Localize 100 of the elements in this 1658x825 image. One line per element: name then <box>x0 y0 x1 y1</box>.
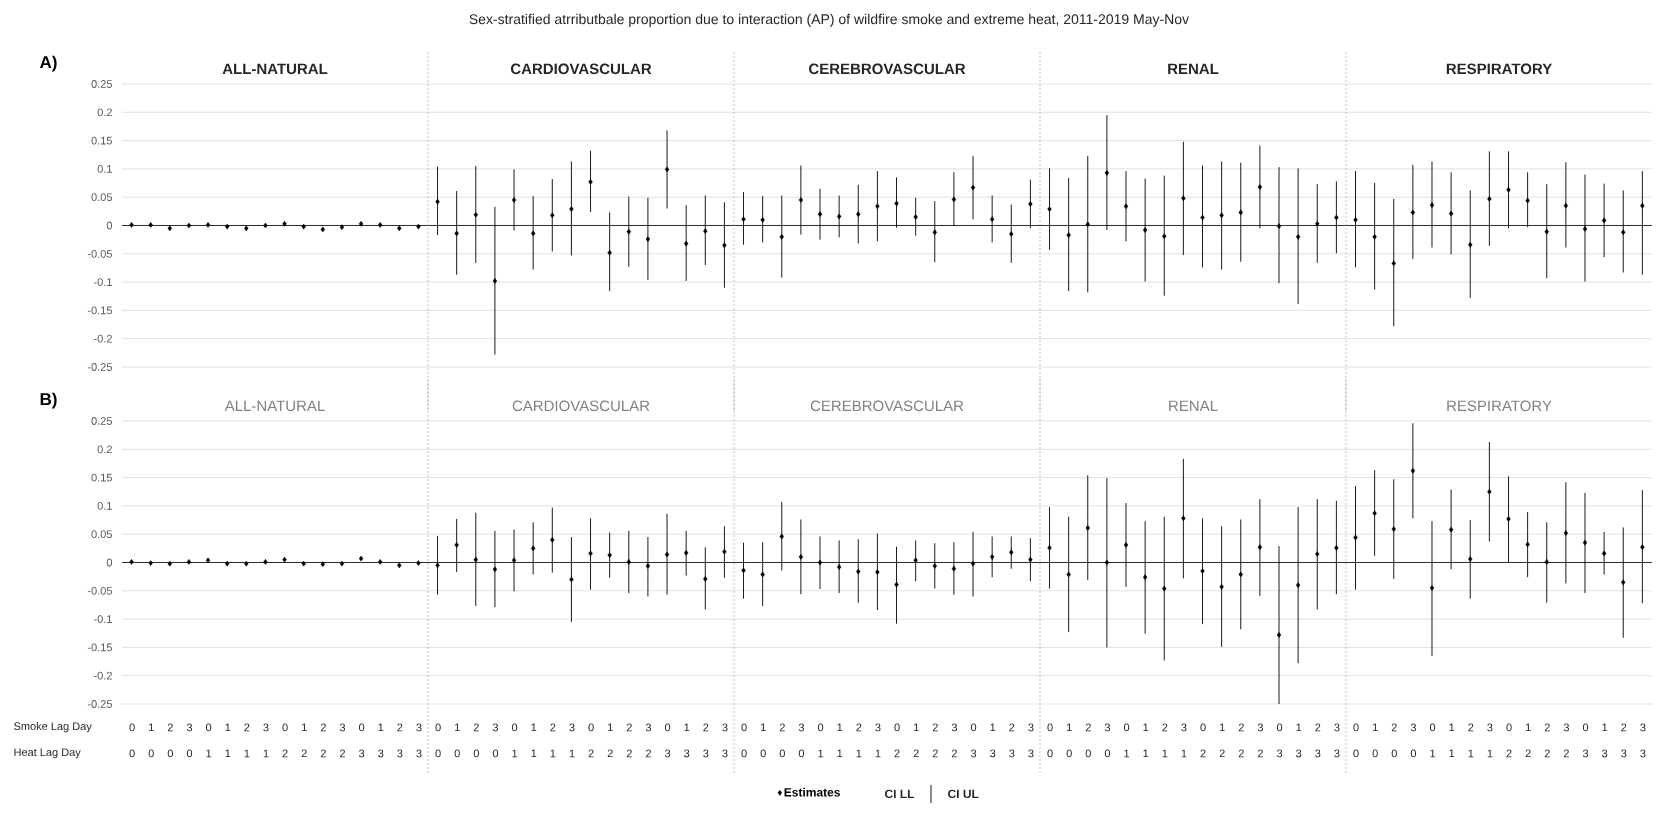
category-label: 3 3 <box>1028 723 1034 758</box>
category-label: 1 1 <box>225 723 231 758</box>
category-label: 3 1 <box>569 723 575 758</box>
category-label: 2 2 <box>1544 723 1550 758</box>
text: Smoke Lag Day <box>14 722 92 733</box>
category-label: 1 3 <box>990 723 996 758</box>
category-label: 3 0 <box>798 723 805 758</box>
y-tick-label: -0.2 <box>94 671 112 680</box>
category-label: 3 3 <box>1334 723 1340 758</box>
y-tick-label: 0.2 <box>97 445 112 454</box>
category-label: 3 1 <box>1487 723 1493 758</box>
category-label: 3 2 <box>339 723 346 758</box>
category-label: 1 3 <box>1602 723 1608 758</box>
y-tick-label: 0.1 <box>97 502 112 510</box>
category-label: 2 0 <box>167 723 173 758</box>
text: B) <box>40 392 57 409</box>
y-tick-label: 0 <box>106 221 113 230</box>
y-tick-label: 0 <box>106 558 113 567</box>
category-label: 0 1 <box>205 723 212 758</box>
category-label: 1 0 <box>760 723 766 758</box>
category-label: 2 0 <box>473 723 479 758</box>
y-tick-label: -0.05 <box>87 586 112 595</box>
category-label: 3 3 <box>416 723 422 758</box>
y-tick-label: -0.1 <box>94 615 112 623</box>
category-label: 2 3 <box>1621 723 1627 758</box>
y-tick-label: -0.1 <box>94 278 112 286</box>
category-label: 1 1 <box>531 723 537 758</box>
category-label: 1 1 <box>1143 723 1149 758</box>
category-label: 0 3 <box>1276 723 1283 758</box>
category-label: 3 2 <box>645 723 652 758</box>
category-label: 1 0 <box>1372 723 1378 758</box>
y-tick-label: -0.15 <box>87 306 112 315</box>
category-label: 2 2 <box>320 723 326 758</box>
category-label: 0 1 <box>1429 723 1436 758</box>
category-label: 3 0 <box>492 723 499 758</box>
category-label: 3 2 <box>951 723 958 758</box>
text: CEREBROVASCULAR <box>810 400 964 412</box>
text: CI LL <box>884 789 915 799</box>
category-label: 0 0 <box>1047 723 1053 758</box>
category-label: 3 3 <box>722 723 728 758</box>
text: Sex-stratified atrributbale proportion due to interaction (AP) of wildfire smoke and extreme heat, 2011-2019 May-Nov <box>469 13 1190 27</box>
text: ALL-NATURAL <box>224 400 325 412</box>
category-label: 1 2 <box>301 723 307 758</box>
y-tick-label: -0.15 <box>87 643 112 652</box>
category-label: 0 1 <box>1123 723 1130 758</box>
category-label: 1 2 <box>1219 723 1225 758</box>
legend-label: Estimates <box>784 787 840 797</box>
text: CEREBROVASCULAR <box>809 63 966 75</box>
text: RESPIRATORY <box>1446 63 1552 75</box>
y-tick-label: -0.25 <box>87 700 112 708</box>
y-tick-label: 0.2 <box>97 108 112 117</box>
category-label: 0 1 <box>817 723 824 758</box>
y-tick-label: 0.15 <box>91 473 112 482</box>
category-label: 3 2 <box>1257 723 1264 758</box>
category-label: 2 3 <box>703 723 709 758</box>
category-label: 0 3 <box>664 723 671 758</box>
category-label: 0 0 <box>129 723 135 758</box>
category-label: 3 0 <box>1104 723 1111 758</box>
text: ALL-NATURAL <box>222 63 328 75</box>
category-label: 3 0 <box>186 723 193 758</box>
category-label: 0 2 <box>282 723 288 758</box>
text: A) <box>39 55 57 72</box>
text: Heat Lag Day <box>14 748 81 759</box>
y-tick-label: 0.1 <box>97 165 112 173</box>
category-label: 2 3 <box>1315 723 1321 758</box>
category-label: 3 2 <box>1563 723 1569 758</box>
y-tick-label: -0.25 <box>87 363 112 371</box>
category-label: 0 2 <box>1200 723 1206 758</box>
category-label: 2 0 <box>1085 723 1091 758</box>
category-label: 1 2 <box>1525 723 1531 758</box>
category-label: 0 0 <box>435 723 441 758</box>
category-label: 2 1 <box>550 723 556 758</box>
category-label: 0 0 <box>741 723 747 758</box>
category-label: 1 0 <box>148 723 154 758</box>
category-label: 0 2 <box>894 723 900 758</box>
text: CARDIOVASCULAR <box>512 400 650 412</box>
y-tick-label: 0.05 <box>91 193 112 202</box>
y-tick-label: 0.25 <box>91 417 112 425</box>
y-tick-label: 0.15 <box>91 136 112 145</box>
y-tick-label: 0.05 <box>91 530 112 539</box>
category-label: 2 2 <box>626 723 632 758</box>
category-label: 1 0 <box>454 723 460 758</box>
category-label: 2 3 <box>397 723 403 758</box>
category-label: 2 0 <box>779 723 785 758</box>
category-label: 3 1 <box>875 723 881 758</box>
category-label: 2 3 <box>1009 723 1015 758</box>
category-label: 1 3 <box>378 723 384 758</box>
y-tick-label: 0.25 <box>91 80 112 88</box>
category-label: 2 1 <box>856 723 862 758</box>
text: RENAL <box>1168 63 1219 74</box>
category-label: 2 1 <box>244 723 250 758</box>
category-label: 1 1 <box>837 723 843 758</box>
category-label: 2 2 <box>1238 723 1244 758</box>
y-tick-label: -0.2 <box>94 334 112 343</box>
text: CI UL <box>948 789 979 799</box>
text: RENAL <box>1169 400 1218 411</box>
category-label: 1 3 <box>1296 723 1302 758</box>
text: CARDIOVASCULAR <box>510 63 652 75</box>
category-label: 1 2 <box>607 723 613 758</box>
category-label: 0 1 <box>511 723 518 758</box>
